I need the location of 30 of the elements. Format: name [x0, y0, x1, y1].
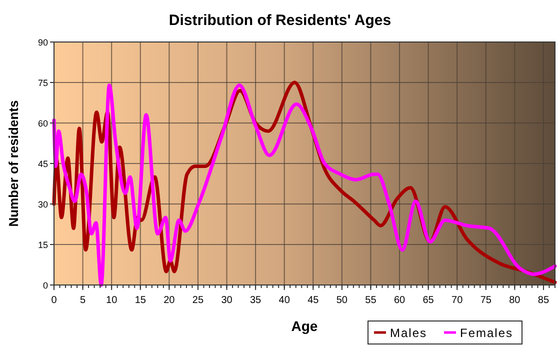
y-axis-title: Number of residents [6, 100, 21, 227]
x-axis-title: Age [291, 318, 318, 334]
x-tick-label: 30 [221, 295, 233, 306]
chart-title: Distribution of Residents' Ages [168, 12, 392, 29]
x-tick-label: 20 [164, 295, 176, 306]
x-tick-label: 5 [80, 295, 86, 306]
y-tick-label: 45 [38, 159, 48, 169]
x-tick-label: 80 [509, 295, 521, 306]
y-tick-label: 30 [38, 200, 48, 210]
x-tick-label: 15 [134, 295, 146, 306]
x-tick-label: 85 [538, 295, 550, 306]
legend-label: Females [460, 326, 514, 340]
y-tick-label: 90 [38, 38, 48, 48]
x-tick-label: 65 [422, 295, 434, 306]
y-tick-label: 60 [38, 118, 48, 128]
x-tick-label: 70 [452, 295, 464, 306]
x-tick-label: 0 [51, 295, 58, 306]
x-tick-label: 10 [106, 295, 118, 306]
x-tick-label: 40 [278, 295, 290, 306]
y-tick-label: 0 [42, 280, 48, 290]
x-tick-label: 75 [480, 295, 492, 306]
y-tick-label: 15 [38, 240, 48, 250]
legend-label: Males [390, 326, 428, 340]
x-tick-label: 45 [308, 295, 320, 306]
x-tick-label: 25 [192, 295, 204, 306]
x-tick-label: 55 [365, 295, 377, 306]
x-tick-label: 35 [250, 295, 262, 306]
x-tick-label: 60 [394, 295, 406, 306]
y-tick-label: 75 [38, 78, 48, 88]
x-tick-label: 50 [336, 295, 348, 306]
